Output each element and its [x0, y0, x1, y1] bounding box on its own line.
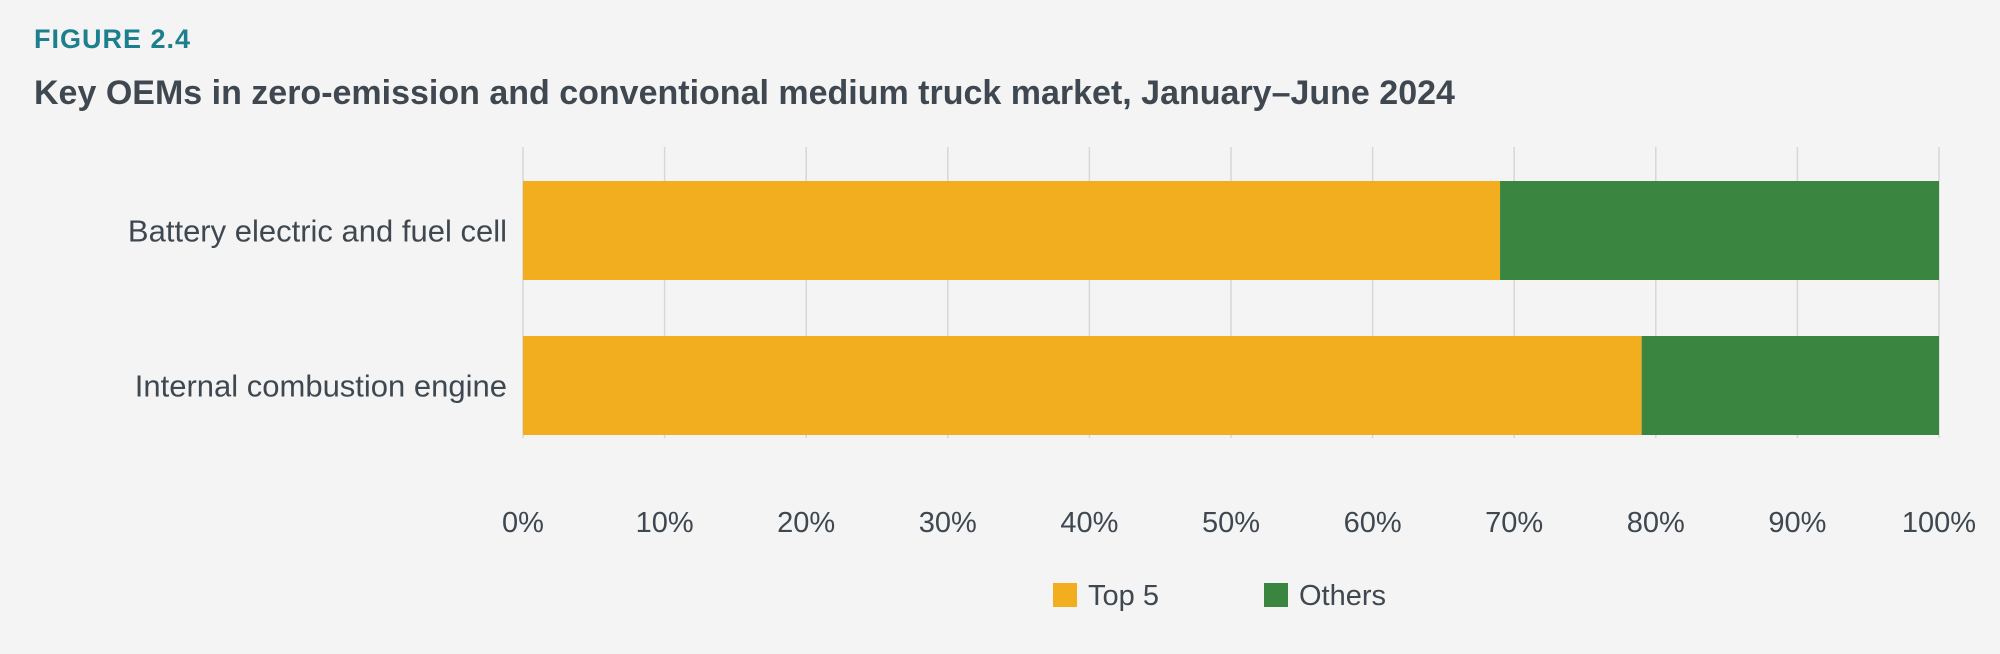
x-tick-label: 80% — [1627, 507, 1685, 539]
figure-label: FIGURE 2.4 — [34, 24, 192, 54]
chart-title: Key OEMs in zero-emission and convention… — [34, 74, 1455, 112]
x-tick-label: 60% — [1344, 507, 1402, 539]
bars — [523, 181, 1939, 435]
x-tick-label: 50% — [1202, 507, 1260, 539]
x-tick-label: 10% — [636, 507, 694, 539]
x-tick-labels: 0% 10% 20% 30% 40% 50% 60% 70% 80% 90% 100% — [502, 507, 1976, 539]
bar-segment-top-5 — [523, 181, 1501, 280]
bar-segment-others — [1641, 336, 1939, 435]
category-labels: Battery electric and fuel cell Internal c… — [128, 214, 507, 404]
category-label: Internal combustion engine — [135, 369, 507, 404]
x-tick-label: 70% — [1485, 507, 1543, 539]
x-tick-label: 20% — [777, 507, 835, 539]
bar-segment-others — [1500, 181, 1939, 280]
legend-label: Others — [1299, 580, 1386, 612]
x-tick-label: 90% — [1768, 507, 1826, 539]
x-tick-label: 0% — [502, 507, 544, 539]
category-label: Battery electric and fuel cell — [128, 214, 507, 249]
legend: Top 5 Others — [1053, 580, 1386, 612]
legend-label: Top 5 — [1088, 580, 1159, 612]
x-tick-label: 100% — [1902, 507, 1976, 539]
legend-swatch — [1264, 583, 1288, 607]
x-tick-label: 40% — [1060, 507, 1118, 539]
x-tick-label: 30% — [919, 507, 977, 539]
legend-swatch — [1053, 583, 1077, 607]
bar-segment-top-5 — [523, 336, 1642, 435]
